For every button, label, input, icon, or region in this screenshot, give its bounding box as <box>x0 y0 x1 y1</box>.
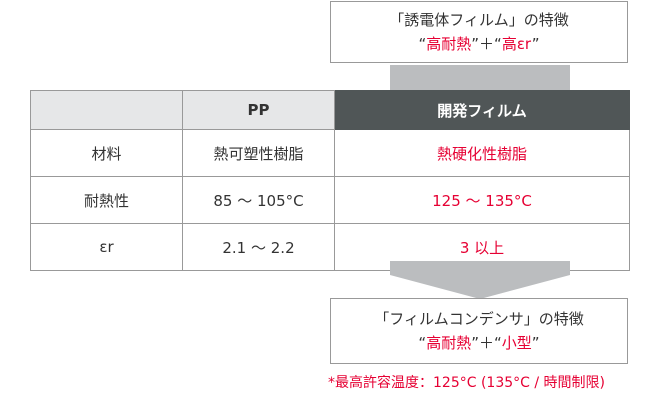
row-label: 耐熱性 <box>30 176 183 224</box>
bottom-box-features: “高耐熱”＋“小型” <box>331 331 627 355</box>
comparison-table: PP 開発フィルム 材料 熱可塑性樹脂 熱硬化性樹脂 耐熱性 85 ～ 105°C 12… <box>30 90 630 271</box>
pp-cell: 2.1 ～ 2.2 <box>182 223 335 271</box>
table-header-row: PP 開発フィルム <box>30 90 630 130</box>
footnote: *最高許容温度：125°C (135°C / 時間制限) <box>328 375 605 391</box>
dev-film-cell: 125 ～ 135°C <box>334 176 630 224</box>
plus: ”＋“ <box>471 334 502 352</box>
header-pp: PP <box>182 90 335 130</box>
feature-compact: 小型 <box>501 334 532 352</box>
table-row: 耐熱性 85 ～ 105°C 125 ～ 135°C <box>30 176 630 224</box>
quote: ” <box>531 35 540 53</box>
top-box-features: “高耐熱”＋“高εr” <box>331 32 627 56</box>
pp-cell: 85 ～ 105°C <box>182 176 335 224</box>
quote: “ <box>418 334 427 352</box>
top-box-title: 「誘電体フィルム」の特徴 <box>389 11 569 29</box>
pp-cell: 熱可塑性樹脂 <box>182 129 335 177</box>
feature-high-er: 高εr <box>501 35 532 53</box>
row-label: εr <box>30 223 183 271</box>
quote: ” <box>531 334 540 352</box>
row-label: 材料 <box>30 129 183 177</box>
table-row: 材料 熱可塑性樹脂 熱硬化性樹脂 <box>30 129 630 177</box>
bottom-box-title: 「フィルムコンデンサ」の特徴 <box>374 310 584 328</box>
quote: “ <box>418 35 427 53</box>
down-arrow-icon <box>390 261 570 299</box>
header-dev-film: 開発フィルム <box>334 90 630 130</box>
header-empty <box>30 90 183 130</box>
feature-high-heat: 高耐熱 <box>426 35 472 53</box>
dev-film-cell: 熱硬化性樹脂 <box>334 129 630 177</box>
film-capacitor-features-box: 「フィルムコンデンサ」の特徴 “高耐熱”＋“小型” <box>330 298 628 364</box>
dielectric-film-features-box: 「誘電体フィルム」の特徴 “高耐熱”＋“高εr” <box>330 1 628 63</box>
feature-high-heat: 高耐熱 <box>426 334 472 352</box>
connector-bar <box>390 65 570 91</box>
table-row: εr 2.1 ～ 2.2 3 以上 <box>30 223 630 271</box>
plus: ”＋“ <box>471 35 502 53</box>
